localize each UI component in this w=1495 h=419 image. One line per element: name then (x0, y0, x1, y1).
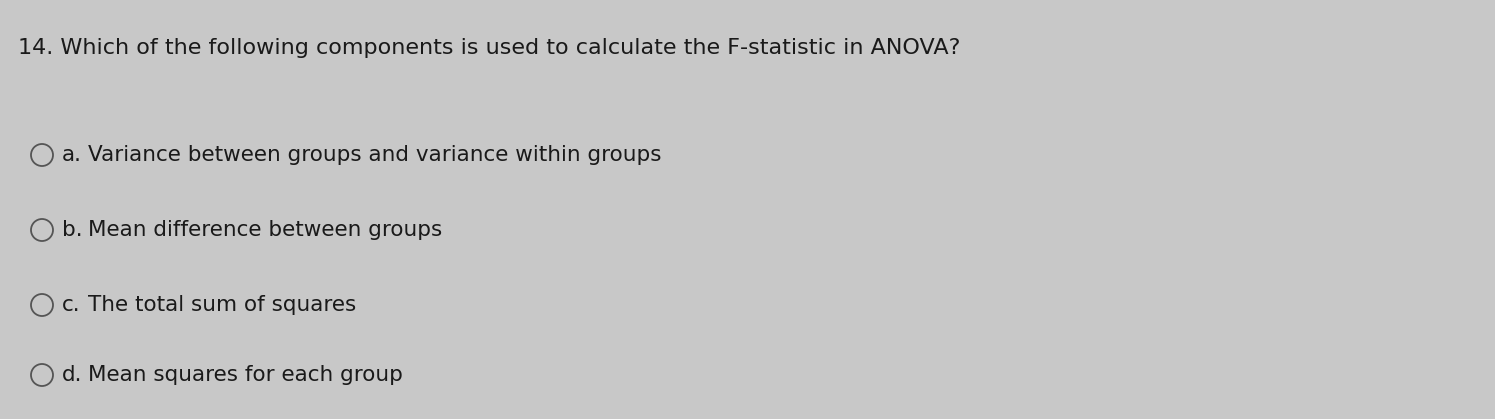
Text: Mean difference between groups: Mean difference between groups (88, 220, 443, 240)
Text: The total sum of squares: The total sum of squares (88, 295, 356, 315)
Text: Variance between groups and variance within groups: Variance between groups and variance wit… (88, 145, 661, 165)
Text: Mean squares for each group: Mean squares for each group (88, 365, 402, 385)
Text: a.: a. (61, 145, 82, 165)
Text: c.: c. (61, 295, 81, 315)
Text: 14. Which of the following components is used to calculate the F-statistic in AN: 14. Which of the following components is… (18, 38, 960, 58)
Text: b.: b. (61, 220, 82, 240)
Text: d.: d. (61, 365, 82, 385)
